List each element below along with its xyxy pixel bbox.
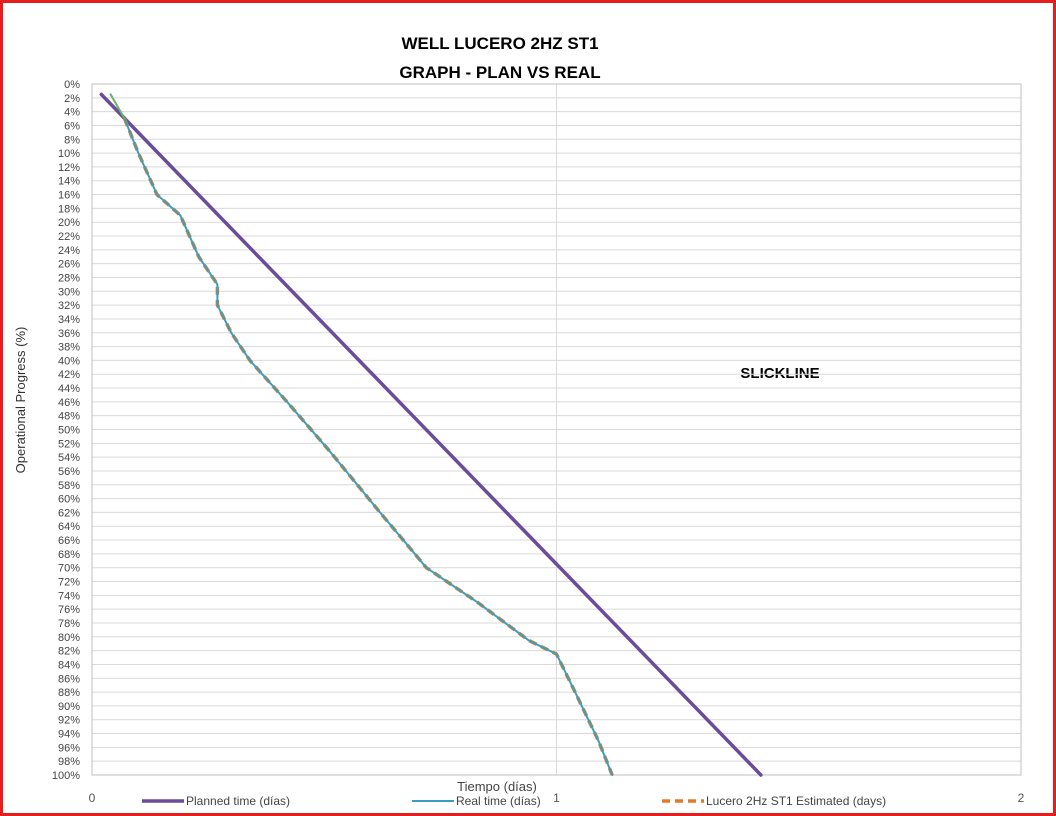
y-tick-label: 68% (58, 549, 80, 561)
y-tick-label: 58% (58, 480, 80, 492)
y-tick-label: 80% (58, 632, 80, 644)
y-tick-label: 36% (58, 328, 80, 340)
y-tick-label: 26% (58, 259, 80, 271)
y-tick-label: 64% (58, 521, 80, 533)
y-tick-label: 92% (58, 715, 80, 727)
chart-subtitle: GRAPH - PLAN VS REAL (399, 63, 600, 82)
y-tick-label: 16% (58, 190, 80, 202)
y-tick-label: 14% (58, 176, 80, 188)
y-tick-label: 22% (58, 231, 80, 243)
legend: Planned time (días) Real time (días) Lucer… (142, 794, 886, 808)
y-tick-label: 94% (58, 729, 80, 741)
y-tick-label: 98% (58, 756, 80, 768)
y-tick-label: 48% (58, 411, 80, 423)
plot-area-border (91, 83, 1022, 776)
y-tick-label: 18% (58, 203, 80, 215)
y-tick-label: 20% (58, 217, 80, 229)
y-tick-label: 96% (58, 742, 80, 754)
legend-label: Planned time (días) (186, 794, 290, 808)
series-lines (99, 92, 763, 777)
y-tick-label: 52% (58, 438, 80, 450)
y-tick-label: 6% (64, 120, 80, 132)
x-axis-label: Tiempo (días) (457, 779, 537, 794)
series-line-0 (99, 92, 763, 777)
y-tick-label: 62% (58, 507, 80, 519)
x-tick-label: 0 (89, 791, 96, 805)
x-tick-labels: 0 1 2 (89, 791, 1025, 805)
y-tick-label: 70% (58, 563, 80, 575)
y-tick-label: 4% (64, 107, 80, 119)
series-line-1 (109, 93, 614, 776)
y-tick-label: 54% (58, 452, 80, 464)
legend-label: Lucero 2Hz ST1 Estimated (days) (706, 794, 886, 808)
y-tick-label: 40% (58, 355, 80, 367)
y-tick-label: 30% (58, 286, 80, 298)
y-tick-label: 74% (58, 590, 80, 602)
y-tick-label: 32% (58, 300, 80, 312)
x-tick-label: 1 (553, 791, 560, 805)
y-tick-label: 38% (58, 342, 80, 354)
y-tick-label: 34% (58, 314, 80, 326)
chart-title: WELL LUCERO 2HZ ST1 (401, 34, 598, 53)
y-tick-label: 0% (64, 79, 80, 91)
annotation-slickline: SLICKLINE (740, 365, 819, 382)
series-line-2 (122, 117, 614, 776)
series-start-segment (109, 93, 126, 119)
y-tick-label: 2% (64, 93, 80, 105)
y-tick-label: 12% (58, 162, 80, 174)
y-tick-label: 8% (64, 134, 80, 146)
y-tick-label: 42% (58, 369, 80, 381)
y-tick-label: 90% (58, 701, 80, 713)
y-tick-label: 82% (58, 646, 80, 658)
x-tick-label: 2 (1018, 791, 1025, 805)
y-tick-label: 100% (52, 770, 80, 782)
y-tick-label: 44% (58, 383, 80, 395)
y-tick-label: 28% (58, 272, 80, 284)
y-tick-label: 66% (58, 535, 80, 547)
y-tick-label: 24% (58, 245, 80, 257)
y-tick-label: 72% (58, 577, 80, 589)
y-tick-label: 84% (58, 659, 80, 671)
y-tick-label: 88% (58, 687, 80, 699)
y-tick-label: 10% (58, 148, 80, 160)
y-tick-label: 46% (58, 397, 80, 409)
y-tick-label: 76% (58, 604, 80, 616)
y-tick-label: 78% (58, 618, 80, 630)
y-tick-label: 50% (58, 425, 80, 437)
gridlines (91, 83, 1022, 776)
y-tick-label: 86% (58, 673, 80, 685)
y-tick-label: 56% (58, 466, 80, 478)
legend-label: Real time (días) (456, 794, 541, 808)
y-tick-labels: 0% 2% 4%6% 8% 10% 12% 14% 16%18% 20% 22% 24% 26%28%… (52, 79, 80, 782)
y-axis-label: Operational Progress (%) (13, 327, 28, 474)
y-tick-label: 60% (58, 494, 80, 506)
